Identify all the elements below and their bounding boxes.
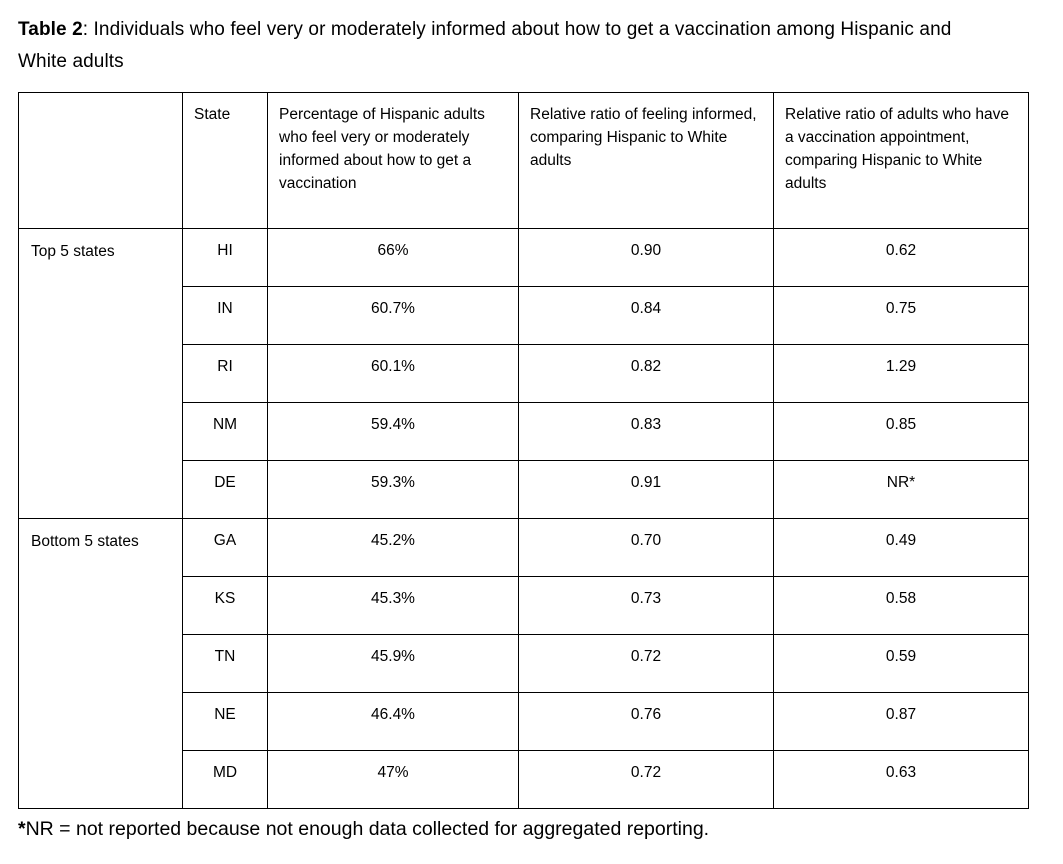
cell-state: MD — [182, 750, 268, 809]
cell-ratio-appointment: 0.75 — [773, 286, 1029, 345]
cell-ratio-informed: 0.84 — [518, 286, 774, 345]
table-row: RI 60.1% 0.82 1.29 — [19, 344, 1029, 403]
cell-percentage: 59.3% — [267, 460, 519, 519]
cell-percentage: 45.2% — [267, 518, 519, 577]
header-group-empty — [18, 92, 183, 229]
header-percentage: Percentage of Hispanic adults who feel v… — [267, 92, 519, 229]
cell-ratio-informed: 0.72 — [518, 750, 774, 809]
document-page: Table 2: Individuals who feel very or mo… — [18, 14, 1046, 842]
cell-ratio-informed: 0.72 — [518, 634, 774, 693]
cell-state: KS — [182, 576, 268, 635]
table-row: Bottom 5 states GA 45.2% 0.70 0.49 — [18, 518, 1029, 809]
cell-percentage: 45.9% — [267, 634, 519, 693]
cell-state: NM — [182, 402, 268, 461]
footnote-text: NR = not reported because not enough dat… — [25, 818, 710, 840]
cell-ratio-appointment: NR* — [773, 460, 1029, 519]
cell-state: IN — [182, 286, 268, 345]
cell-ratio-appointment: 0.58 — [773, 576, 1029, 635]
cell-ratio-informed: 0.82 — [518, 344, 774, 403]
footnote-asterisk: * — [18, 818, 26, 840]
group-label-top5: Top 5 states — [18, 228, 183, 519]
cell-percentage: 45.3% — [267, 576, 519, 635]
cell-ratio-informed: 0.76 — [518, 692, 774, 751]
cell-ratio-informed: 0.90 — [518, 228, 774, 287]
cell-percentage: 66% — [267, 228, 519, 287]
table-row: IN 60.7% 0.84 0.75 — [19, 286, 1029, 345]
cell-percentage: 47% — [267, 750, 519, 809]
table-row: NE 46.4% 0.76 0.87 — [19, 692, 1029, 751]
cell-state: HI — [182, 228, 268, 287]
cell-state: RI — [182, 344, 268, 403]
cell-ratio-appointment: 0.63 — [773, 750, 1029, 809]
header-ratio-appointment: Relative ratio of adults who have a vacc… — [773, 92, 1029, 229]
cell-percentage: 60.1% — [267, 344, 519, 403]
cell-ratio-informed: 0.83 — [518, 402, 774, 461]
cell-percentage: 59.4% — [267, 402, 519, 461]
table-row: Top 5 states HI 66% 0.90 0.62 — [18, 228, 1029, 519]
cell-ratio-appointment: 0.62 — [773, 228, 1029, 287]
table-caption: Table 2: Individuals who feel very or mo… — [18, 14, 983, 78]
group-label-bottom5: Bottom 5 states — [18, 518, 183, 809]
data-table: State Percentage of Hispanic adults who … — [18, 92, 1029, 809]
cell-ratio-appointment: 0.85 — [773, 402, 1029, 461]
table-row: TN 45.9% 0.72 0.59 — [19, 634, 1029, 693]
cell-ratio-appointment: 0.59 — [773, 634, 1029, 693]
cell-ratio-informed: 0.70 — [518, 518, 774, 577]
header-ratio-informed: Relative ratio of feeling informed, comp… — [518, 92, 774, 229]
table-footnote: *NR = not reported because not enough da… — [18, 816, 1046, 842]
header-state: State — [182, 92, 268, 229]
cell-state: NE — [182, 692, 268, 751]
table-row: NM 59.4% 0.83 0.85 — [19, 402, 1029, 461]
cell-state: DE — [182, 460, 268, 519]
cell-ratio-appointment: 0.49 — [773, 518, 1029, 577]
table-row: MD 47% 0.72 0.63 — [19, 750, 1029, 809]
header-row: State Percentage of Hispanic adults who … — [18, 92, 1029, 229]
cell-ratio-appointment: 1.29 — [773, 344, 1029, 403]
table-row: DE 59.3% 0.91 NR* — [19, 460, 1029, 519]
cell-ratio-informed: 0.73 — [518, 576, 774, 635]
table-caption-text: : Individuals who feel very or moderatel… — [18, 19, 952, 72]
cell-percentage: 46.4% — [267, 692, 519, 751]
cell-ratio-informed: 0.91 — [518, 460, 774, 519]
cell-state: TN — [182, 634, 268, 693]
cell-ratio-appointment: 0.87 — [773, 692, 1029, 751]
table-caption-label: Table 2 — [18, 19, 83, 40]
cell-state: GA — [182, 518, 268, 577]
cell-percentage: 60.7% — [267, 286, 519, 345]
table-row: KS 45.3% 0.73 0.58 — [19, 576, 1029, 635]
